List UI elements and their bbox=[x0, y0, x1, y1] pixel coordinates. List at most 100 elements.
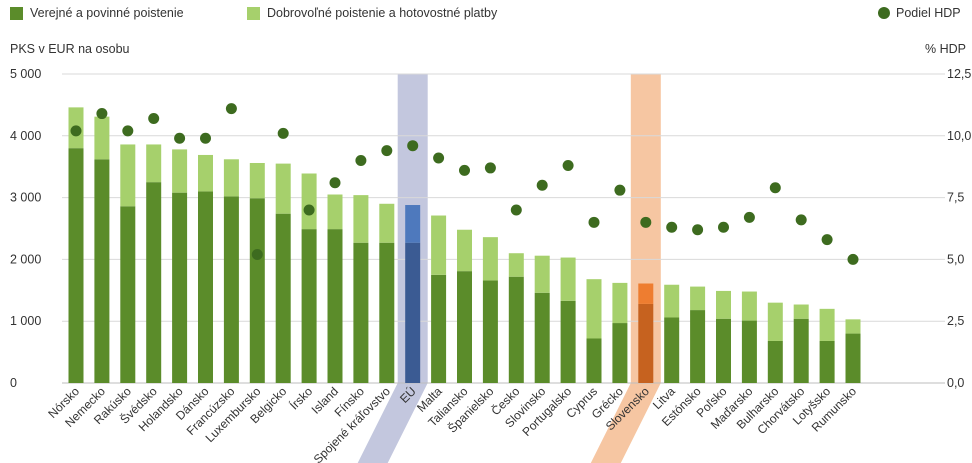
bar-voluntary bbox=[482, 237, 498, 281]
y-tick-left: 5 000 bbox=[10, 67, 41, 81]
bar-public bbox=[327, 229, 343, 383]
bar-public bbox=[353, 242, 369, 383]
y-tick-right: 0,0 bbox=[947, 376, 964, 390]
gdp-share-point bbox=[225, 103, 237, 115]
y-tick-right: 2,5 bbox=[947, 314, 964, 328]
bar-voluntary bbox=[249, 162, 265, 199]
gdp-share-point bbox=[122, 125, 134, 137]
gdp-share-point bbox=[718, 221, 729, 233]
gdp-share-point bbox=[96, 108, 108, 120]
y-tick-right: 12,5 bbox=[947, 67, 971, 81]
bar-voluntary bbox=[767, 302, 783, 341]
y-tick-left: 2 000 bbox=[10, 252, 41, 266]
y-tick-left: 1 000 bbox=[10, 314, 41, 328]
gdp-share-point bbox=[70, 125, 82, 137]
y-tick-left: 0 bbox=[10, 376, 17, 390]
bar-public bbox=[198, 191, 213, 383]
bar-public bbox=[716, 318, 731, 383]
bar-voluntary bbox=[534, 255, 550, 293]
bar-voluntary bbox=[560, 257, 576, 301]
bar-public bbox=[664, 317, 680, 383]
gdp-share-point bbox=[303, 204, 315, 216]
bar-voluntary bbox=[94, 116, 110, 160]
bar-voluntary bbox=[327, 194, 343, 230]
gdp-share-point bbox=[407, 140, 419, 152]
y-tick-left: 3 000 bbox=[10, 191, 41, 205]
gdp-share-point bbox=[536, 179, 548, 191]
bar-public bbox=[405, 242, 421, 383]
gdp-share-point bbox=[692, 224, 704, 236]
bar-voluntary bbox=[301, 173, 317, 230]
bar-public bbox=[586, 338, 602, 383]
legend-public: Verejné a povinné poistenie bbox=[10, 6, 184, 20]
gdp-share-point bbox=[821, 234, 833, 246]
bar-public bbox=[379, 242, 395, 383]
bar-public bbox=[741, 320, 757, 383]
y-axis-right-title: % HDP bbox=[925, 42, 966, 56]
y-tick-left: 4 000 bbox=[10, 129, 41, 143]
gdp-share-point bbox=[847, 253, 859, 265]
y-tick-right: 5,0 bbox=[947, 252, 964, 266]
gdp-share-point bbox=[795, 214, 807, 226]
bar-public bbox=[223, 196, 239, 383]
bar-public bbox=[638, 303, 654, 383]
legend-gdp-marker bbox=[878, 7, 890, 19]
bar-public bbox=[508, 276, 524, 383]
legend-voluntary-swatch bbox=[247, 6, 260, 20]
bar-public bbox=[819, 340, 835, 383]
gdp-share-point bbox=[614, 184, 626, 196]
bar-public bbox=[845, 333, 861, 383]
gdp-share-point bbox=[200, 132, 211, 144]
bar-voluntary bbox=[793, 304, 809, 319]
bar-voluntary bbox=[586, 279, 602, 339]
bar-voluntary bbox=[819, 308, 835, 341]
bar-voluntary bbox=[146, 144, 162, 183]
gdp-share-point bbox=[174, 132, 186, 144]
gdp-share-point bbox=[769, 182, 781, 194]
bar-voluntary bbox=[716, 290, 731, 319]
bar-public bbox=[275, 213, 291, 383]
bar-public bbox=[534, 292, 550, 383]
bar-voluntary bbox=[845, 319, 861, 334]
bar-voluntary bbox=[405, 205, 421, 243]
gdp-share-point bbox=[666, 221, 678, 233]
bar-public bbox=[690, 310, 706, 383]
gdp-share-point bbox=[251, 248, 263, 260]
highlight-band-tail-slovensko bbox=[590, 383, 661, 463]
bar-public bbox=[94, 159, 110, 383]
y-tick-right: 7,5 bbox=[947, 191, 964, 205]
bar-public bbox=[560, 300, 576, 383]
bar-voluntary bbox=[198, 154, 213, 192]
bar-public bbox=[146, 182, 162, 383]
bar-public bbox=[482, 280, 498, 383]
bar-public bbox=[249, 198, 265, 383]
bar-voluntary bbox=[353, 195, 369, 243]
legend-voluntary-label: Dobrovoľné poistenie a hotovostné platby bbox=[267, 6, 498, 20]
bar-voluntary bbox=[638, 283, 654, 304]
legend-voluntary: Dobrovoľné poistenie a hotovostné platby bbox=[247, 6, 497, 20]
bar-voluntary bbox=[120, 144, 136, 207]
bar-voluntary bbox=[690, 286, 706, 311]
legend-public-swatch bbox=[10, 6, 23, 20]
gdp-share-point bbox=[588, 216, 600, 228]
bar-public bbox=[793, 318, 809, 383]
bar-voluntary bbox=[275, 163, 291, 214]
gdp-share-point bbox=[484, 162, 496, 174]
bar-voluntary bbox=[612, 282, 628, 324]
gdp-share-point bbox=[355, 155, 367, 167]
bar-public bbox=[301, 229, 317, 383]
bar-voluntary bbox=[223, 159, 239, 197]
gdp-share-point bbox=[510, 204, 522, 216]
gdp-share-point bbox=[743, 211, 755, 223]
gdp-share-point bbox=[381, 145, 393, 157]
bar-voluntary bbox=[457, 229, 472, 272]
legend-public-label: Verejné a povinné poistenie bbox=[30, 6, 184, 20]
bar-voluntary bbox=[172, 149, 188, 193]
bar-voluntary bbox=[741, 291, 757, 321]
legend-gdp: Podiel HDP bbox=[878, 6, 961, 20]
bar-public bbox=[120, 206, 136, 383]
gdp-share-point bbox=[277, 127, 289, 139]
gdp-share-point bbox=[329, 177, 341, 189]
bar-voluntary bbox=[508, 253, 524, 277]
